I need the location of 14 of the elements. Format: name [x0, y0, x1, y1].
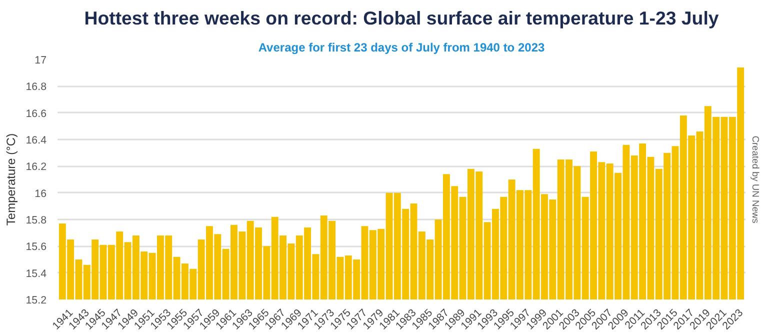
y-tick-label: 15.2: [26, 294, 47, 306]
y-tick-label: 15.8: [26, 214, 47, 226]
chart-title: Hottest three weeks on record: Global surface air temperature 1-23 July: [84, 8, 720, 28]
text: Created by UN News: [750, 136, 760, 224]
y-tick-label: 16.6: [26, 108, 47, 120]
y-axis-title: Temperature (°C): [4, 133, 18, 226]
y-tick-label: 16.2: [26, 161, 47, 174]
y-tick-label: 16.4: [26, 134, 47, 146]
y-tick-label: 17: [34, 54, 47, 66]
y-tick-label: 15.6: [26, 241, 47, 254]
chart-subtitle: Average for first 23 days of July from 1940 to 2023: [258, 40, 545, 54]
y-tick-label: 15.4: [26, 268, 47, 280]
y-tick-label: 16.8: [26, 81, 47, 94]
y-tick-label: 16: [34, 188, 47, 200]
